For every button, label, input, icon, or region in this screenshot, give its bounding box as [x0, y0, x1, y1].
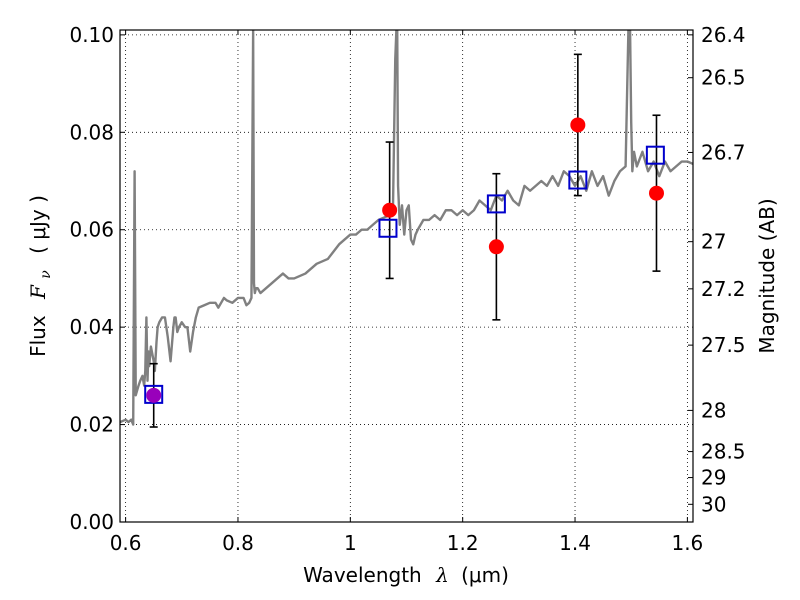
- y-tick-label: 0.06: [69, 218, 114, 242]
- mag-tick-label: 26.4: [701, 23, 746, 47]
- x-tick-label: 1.4: [559, 531, 591, 555]
- y2-axis-label: Magnitude (AB): [755, 198, 779, 353]
- x-axis-label-unit: (μm): [461, 563, 509, 587]
- spectrum-line: [120, 30, 693, 426]
- model-point: [486, 194, 506, 214]
- mag-tick-label: 27: [701, 230, 726, 254]
- y-axis-label-unit: ( μJy ): [26, 195, 50, 254]
- x-tick-label: 1.2: [447, 531, 479, 555]
- observed-point: [382, 202, 398, 218]
- model-photometry-layer: [144, 145, 665, 404]
- mag-tick-label: 27.2: [701, 277, 746, 301]
- plot-frame: [119, 29, 694, 523]
- x-axis-label-prefix: Wavelength: [303, 563, 422, 587]
- tick-labels: 0.6 0.8 1 1.2 1.4 1.6 0.00 0.02 0.04 0.06 0.08 0.10…: [69, 23, 745, 555]
- y-axis-label-symbol: F: [26, 284, 50, 300]
- observed-point: [146, 387, 162, 403]
- model-point: [645, 145, 665, 165]
- y-tick-label: 0.00: [69, 510, 114, 534]
- y-axis-label: Flux F ν ( μJy ): [26, 195, 55, 357]
- mag-tick-label: 27.5: [701, 333, 746, 357]
- spectrum-layer: [120, 30, 693, 426]
- model-point: [378, 218, 398, 238]
- y-tick-label: 0.10: [69, 23, 114, 47]
- y-tick-label: 0.04: [69, 315, 114, 339]
- mag-tick-label: 30: [701, 492, 726, 516]
- model-point: [144, 384, 164, 404]
- x-tick-label: 1: [344, 531, 357, 555]
- mag-tick-label: 26.5: [701, 66, 746, 90]
- x-tick-label: 0.8: [222, 531, 254, 555]
- x-axis-label-symbol: λ: [435, 563, 449, 587]
- mag-tick-label: 28: [701, 398, 726, 422]
- y-axis-label-prefix: Flux: [26, 315, 50, 357]
- observed-point: [488, 239, 504, 255]
- x-tick-label: 1.6: [671, 531, 703, 555]
- observed-photometry-layer: [146, 117, 664, 403]
- mag-tick-label: 26.7: [701, 140, 746, 164]
- observed-point: [570, 117, 586, 133]
- mag-tick-label: 28.5: [701, 440, 746, 464]
- observed-point: [648, 185, 664, 201]
- x-axis-label: Wavelength λ (μm): [303, 563, 509, 587]
- mag-tick-label: 29: [701, 466, 726, 490]
- x-tick-label: 0.6: [110, 531, 142, 555]
- y-axis-label-subscript: ν: [38, 270, 54, 279]
- y-tick-label: 0.02: [69, 413, 114, 437]
- model-point: [568, 170, 588, 190]
- y-tick-label: 0.08: [69, 120, 114, 144]
